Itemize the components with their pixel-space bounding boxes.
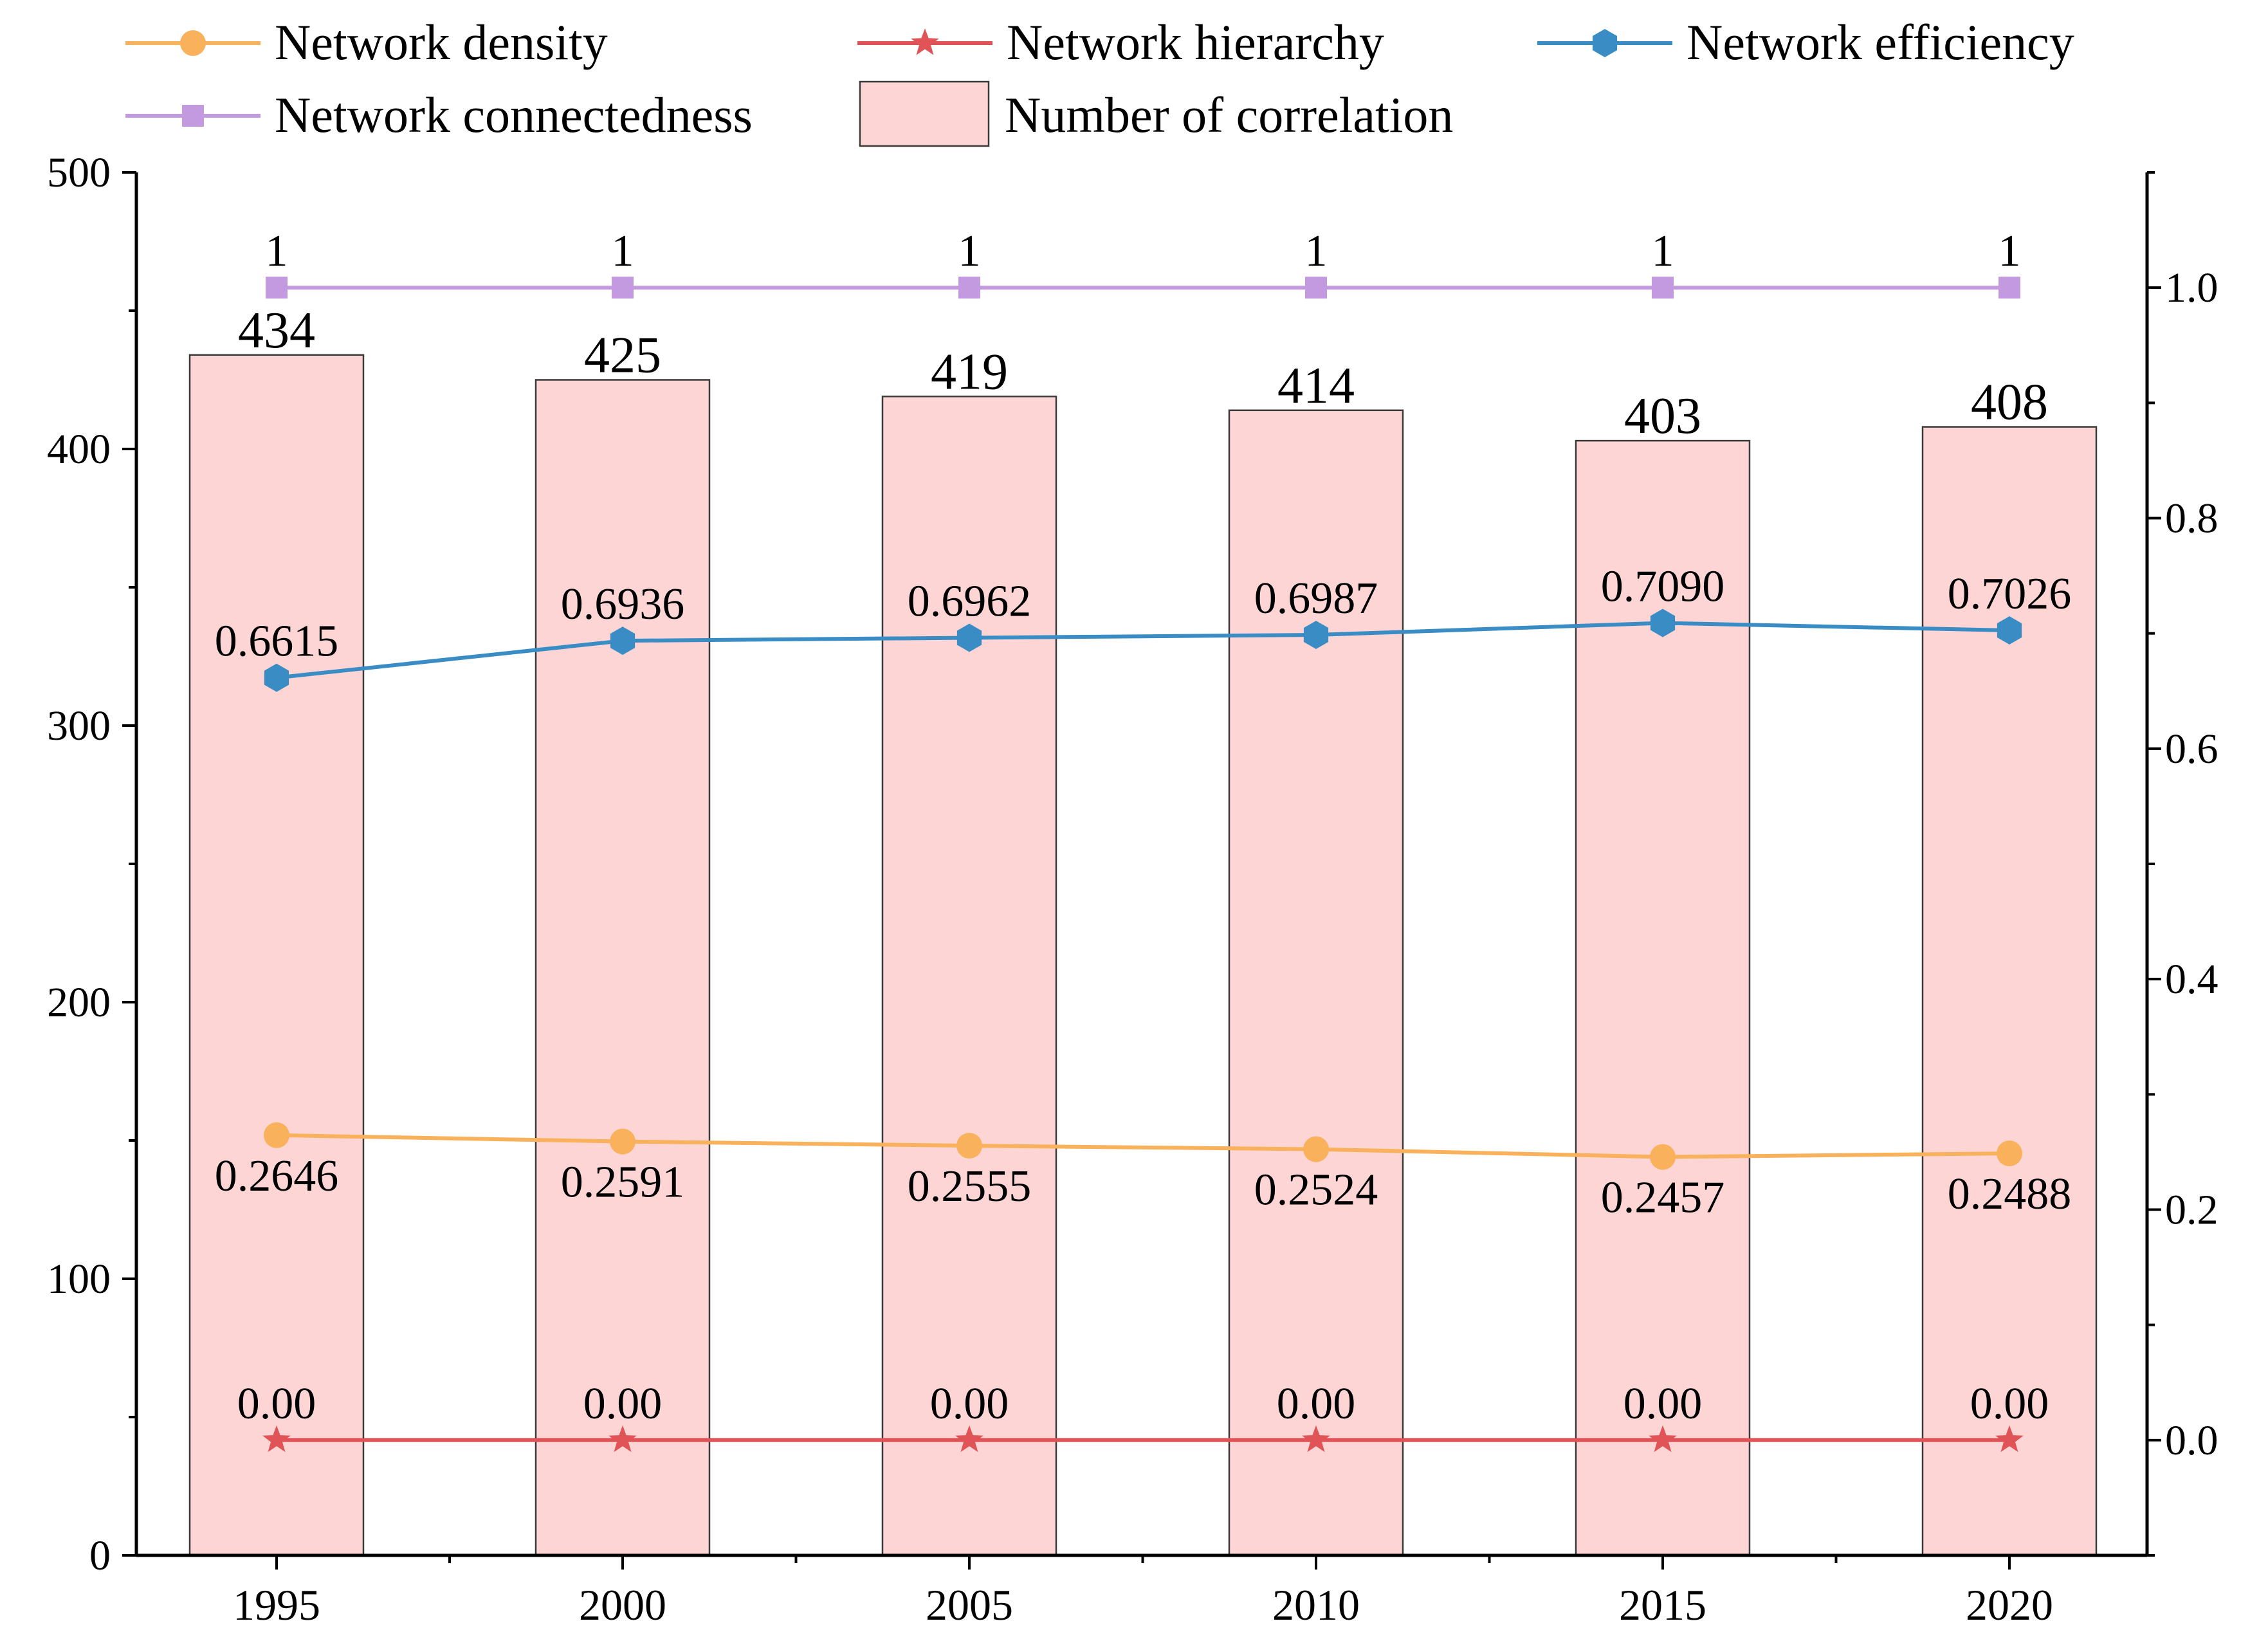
legend-label-hierarchy: Network hierarchy: [1007, 14, 1384, 70]
density-point-2010: [1303, 1136, 1329, 1162]
bar-2020: [1921, 426, 2098, 1557]
hierarchy-point-2020: [1995, 1425, 2024, 1452]
x-tick-label: 2005: [926, 1580, 1013, 1629]
bar-value-label: 425: [584, 327, 661, 384]
legend-swatch-correlation: [859, 80, 990, 147]
density-value-label: 0.2646: [215, 1151, 339, 1201]
bar-1995: [188, 354, 365, 1557]
efficiency-value-label: 0.6987: [1254, 574, 1378, 623]
line-series: [262, 277, 2024, 1452]
right-tick-label: 0.6: [2165, 726, 2218, 773]
left-tick-label: 300: [47, 702, 111, 749]
legend-label-connectedness: Network connectedness: [275, 87, 753, 143]
connectedness-value-label: 1: [612, 226, 634, 276]
x-tick-label: 2015: [1619, 1580, 1706, 1629]
left-tick-label: 0: [89, 1532, 111, 1579]
bar-value-label: 419: [931, 343, 1008, 400]
right-tick-label: 1.0: [2165, 264, 2218, 311]
x-tick-label: 1995: [233, 1580, 320, 1629]
bar-2010: [1228, 409, 1404, 1557]
bar-value-label: 403: [1624, 388, 1701, 444]
connectedness-value-label: 1: [1305, 226, 1328, 276]
connectedness-point-1995: [266, 277, 288, 299]
bar-value-label: 434: [238, 302, 315, 359]
legend-label-correlation: Number of correlation: [1005, 87, 1453, 143]
right-tick-label: 0.2: [2165, 1187, 2218, 1234]
line-efficiency: [276, 621, 2010, 680]
efficiency-point-2020: [1997, 616, 2022, 645]
efficiency-value-label: 0.6936: [561, 580, 685, 629]
density-value-label: 0.2457: [1601, 1173, 1725, 1223]
legend-label-density: Network density: [275, 14, 608, 70]
efficiency-value-label: 0.6962: [908, 576, 1032, 626]
hierarchy-value-label: 0.00: [1277, 1379, 1356, 1429]
line-density: [276, 1133, 2010, 1159]
connectedness-value-label: 1: [266, 226, 288, 276]
hierarchy-value-label: 0.00: [1623, 1379, 1703, 1429]
legend: Network density Network hierarchy Network …: [125, 14, 2074, 147]
efficiency-point-1995: [264, 663, 289, 692]
right-tick-label: 0.0: [2165, 1417, 2218, 1464]
connectedness-point-2005: [958, 277, 980, 299]
density-point-2005: [956, 1133, 982, 1159]
efficiency-value-label: 0.7026: [1948, 569, 2072, 619]
efficiency-point-2010: [1303, 621, 1329, 649]
hierarchy-point-1995: [262, 1425, 291, 1452]
connectedness-value-label: 1: [1998, 226, 2021, 276]
left-tick-label: 500: [47, 149, 111, 196]
data-labels: 434 425 419 414 403 408 0.2646 0.2591 0.2555 0.25…: [215, 226, 2072, 1429]
hierarchy-point-2010: [1302, 1425, 1330, 1452]
legend-marker-connectedness: [182, 105, 204, 127]
hierarchy-value-label: 0.00: [237, 1379, 316, 1429]
efficiency-value-label: 0.6615: [215, 617, 339, 666]
hierarchy-value-label: 0.00: [1970, 1379, 2049, 1429]
connectedness-point-2000: [612, 277, 634, 299]
legend-label-efficiency: Network efficiency: [1687, 14, 2074, 70]
hierarchy-point-2000: [608, 1425, 637, 1452]
density-point-2015: [1650, 1144, 1676, 1170]
bar-value-label: 414: [1277, 358, 1355, 414]
density-value-label: 0.2591: [561, 1158, 685, 1207]
density-value-label: 0.2488: [1948, 1169, 2072, 1219]
x-tick-label: 2000: [579, 1580, 666, 1629]
right-tick-label: 0.4: [2165, 956, 2218, 1003]
connectedness-value-label: 1: [1652, 226, 1674, 276]
efficiency-point-2000: [610, 627, 636, 655]
density-point-2000: [610, 1128, 636, 1155]
efficiency-point-2005: [956, 623, 982, 652]
bar-2000: [535, 379, 711, 1557]
bar-value-label: 408: [1971, 374, 2048, 431]
bar-series: [188, 354, 2098, 1557]
x-tick-label: 2010: [1272, 1580, 1360, 1629]
connectedness-point-2010: [1305, 277, 1327, 299]
hierarchy-point-2015: [1649, 1425, 1677, 1452]
density-value-label: 0.2555: [908, 1162, 1032, 1211]
legend-marker-density: [180, 30, 206, 56]
connectedness-point-2020: [1998, 277, 2020, 299]
efficiency-value-label: 0.7090: [1601, 562, 1725, 612]
legend-marker-efficiency: [1592, 29, 1618, 57]
efficiency-point-2015: [1650, 609, 1676, 637]
axes: 0 100 200 300 400 500 0.0 0.2 0.4 0.6 0.8 1.0 1995 20…: [47, 149, 2218, 1629]
hierarchy-value-label: 0.00: [930, 1379, 1009, 1429]
legend-marker-hierarchy: [911, 28, 939, 55]
x-tick-label: 2020: [1966, 1580, 2053, 1629]
density-point-2020: [1997, 1140, 2022, 1167]
left-tick-label: 400: [47, 426, 111, 473]
density-point-1995: [264, 1122, 289, 1148]
hierarchy-point-2005: [955, 1425, 983, 1452]
connectedness-value-label: 1: [958, 226, 981, 276]
left-tick-label: 100: [47, 1256, 111, 1303]
density-value-label: 0.2524: [1254, 1166, 1378, 1215]
hierarchy-value-label: 0.00: [583, 1379, 663, 1429]
connectedness-point-2015: [1652, 277, 1674, 299]
left-tick-label: 200: [47, 979, 111, 1026]
right-tick-label: 0.8: [2165, 495, 2218, 542]
